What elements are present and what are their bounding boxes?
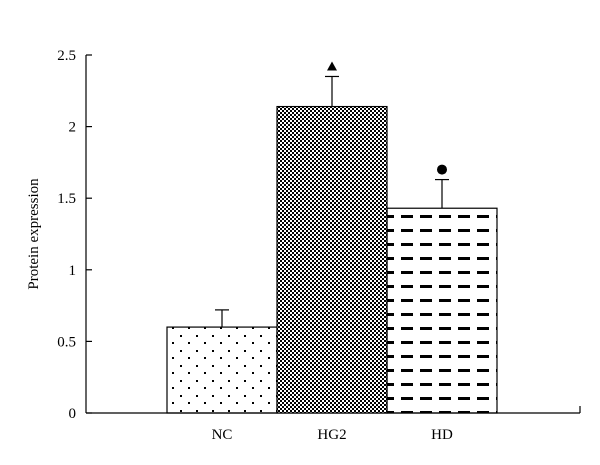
x-tick-label-hd: HD <box>431 427 453 443</box>
y-tick-label: 0 <box>69 406 77 422</box>
y-tick-label: 2.5 <box>57 48 76 64</box>
y-tick-label: 1.5 <box>57 191 76 207</box>
bar-hd <box>386 207 498 414</box>
x-tick-label-nc: NC <box>212 427 233 443</box>
error-bars <box>215 75 449 328</box>
x-axis-tick-labels: NC HG2 HD <box>212 427 453 443</box>
triangle-marker-icon <box>327 61 337 71</box>
y-tick-label: 1 <box>69 263 77 279</box>
bars <box>166 105 498 414</box>
significance-markers <box>327 61 447 175</box>
bar-nc <box>166 326 278 414</box>
y-axis: 0 0.5 1 1.5 2 2.5 <box>57 48 92 422</box>
x-tick-label-hg2: HG2 <box>317 427 346 443</box>
y-axis-ticks: 0 0.5 1 1.5 2 2.5 <box>57 48 92 422</box>
circle-marker-icon <box>437 164 447 175</box>
y-tick-label: 2 <box>69 120 77 136</box>
bar-hg2 <box>276 105 388 414</box>
y-tick-label: 0.5 <box>57 334 76 350</box>
y-axis-title: Protein expression <box>26 178 42 290</box>
